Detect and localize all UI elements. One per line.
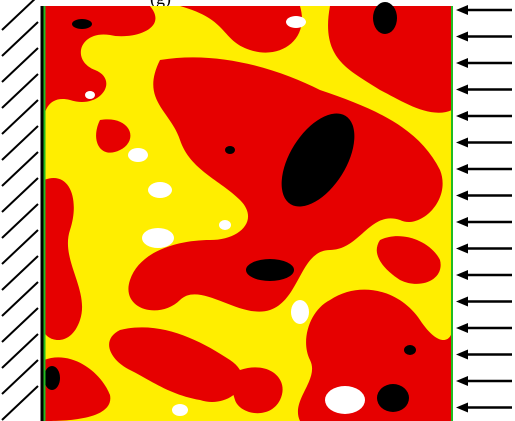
arrow-head	[456, 376, 468, 386]
arrow-head	[456, 349, 468, 360]
arrow-head	[456, 217, 468, 227]
white-phase	[85, 16, 365, 416]
arrow-head	[456, 164, 468, 174]
hatch-line	[1, 99, 39, 135]
hatch-line	[1, 21, 39, 57]
caption: (g)	[150, 0, 171, 9]
arrow-head	[456, 243, 468, 254]
hatch-line	[1, 385, 39, 421]
arrow-head	[456, 111, 468, 121]
arrow-head	[456, 190, 468, 201]
load-arrows	[456, 5, 512, 413]
arrow-head	[456, 270, 468, 280]
hatch-line	[1, 359, 39, 395]
hatch-line	[1, 47, 39, 83]
hatch-line	[1, 177, 39, 213]
hatch-line	[1, 307, 39, 343]
hatch-line	[1, 125, 39, 161]
arrow-head	[456, 58, 468, 68]
hatch-line	[1, 255, 39, 291]
arrow-head	[456, 137, 468, 148]
hatch-line	[1, 151, 39, 187]
hatch-line	[1, 73, 39, 109]
black-phase	[44, 2, 416, 412]
arrow-head	[456, 402, 468, 413]
hatch-line	[1, 333, 39, 369]
arrow-head	[456, 31, 468, 42]
wall-hatch	[1, 0, 39, 421]
hatch-line	[1, 229, 39, 265]
arrow-head	[456, 5, 468, 15]
hatch-line	[1, 0, 36, 31]
hatch-line	[1, 203, 39, 239]
arrow-head	[456, 84, 468, 95]
hatch-line	[1, 281, 39, 317]
arrow-head	[456, 323, 468, 333]
arrow-head	[456, 296, 468, 307]
field	[44, 2, 452, 421]
